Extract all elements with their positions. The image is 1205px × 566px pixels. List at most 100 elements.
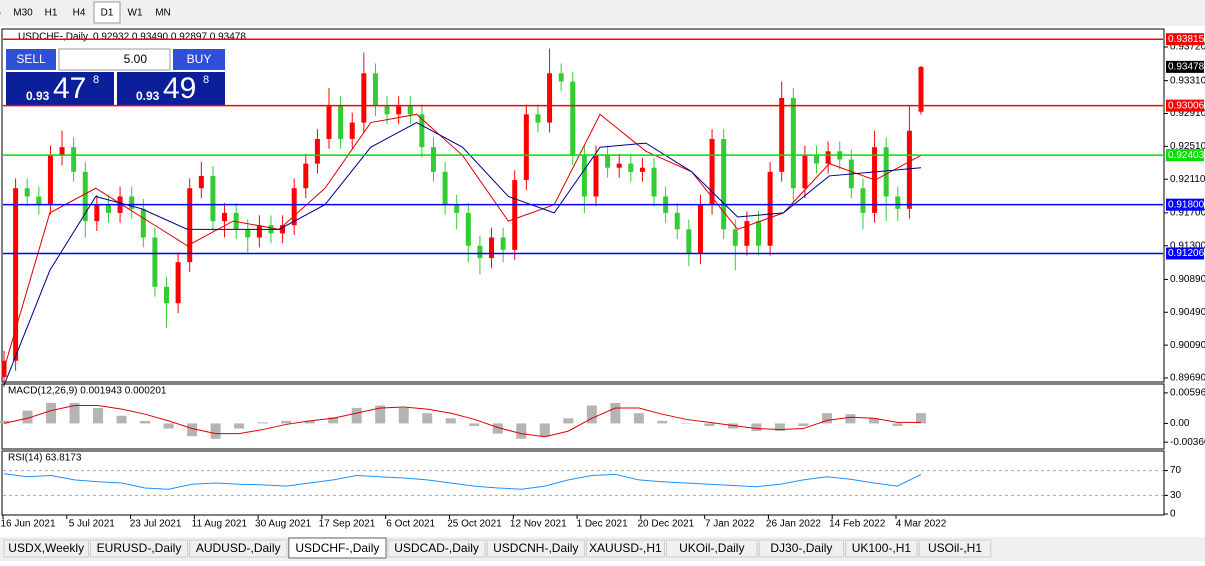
chart-tab[interactable] [288, 537, 387, 559]
level-label-bg [1166, 149, 1204, 162]
chart-tab-label: AUDUSD-,Daily [196, 541, 281, 555]
candle-body [140, 208, 146, 238]
candle-body [639, 167, 645, 172]
candle-body [779, 97, 785, 172]
chart-tab[interactable] [845, 539, 918, 558]
y-tick-label: 0.90490 [1170, 307, 1205, 318]
candle-body [59, 147, 65, 156]
candle-body [860, 188, 866, 213]
chart-tab[interactable] [89, 539, 189, 558]
macd-bar [563, 418, 574, 424]
candle-body [547, 73, 553, 123]
level-label: 0.93815 [1168, 34, 1205, 45]
macd-bar [727, 423, 738, 429]
chart-tab[interactable] [3, 539, 89, 558]
symbol: USDCHF-,Daily [18, 32, 88, 43]
candle-body [721, 138, 727, 230]
candle-body [407, 106, 413, 115]
candle-body [24, 188, 30, 197]
macd-bar [539, 423, 550, 437]
candle-body [338, 106, 344, 139]
macd-bar [328, 417, 339, 424]
candle-body [36, 196, 42, 205]
timeframe-button[interactable] [10, 2, 36, 23]
candle-body [454, 204, 460, 213]
macd-bar [586, 405, 597, 424]
candle-body [256, 225, 262, 238]
macd-bar [210, 423, 221, 439]
timeframe-button[interactable] [38, 2, 64, 23]
y-tick-label: 70 [1170, 465, 1182, 476]
timeframe-button[interactable] [0, 2, 8, 23]
chart-tab-label: USDCHF-,Daily [295, 541, 379, 555]
rsi-line [3, 473, 922, 490]
sell-button[interactable] [6, 49, 56, 70]
buy-label: BUY [187, 52, 212, 66]
candle-body [500, 237, 506, 250]
buy-point: 8 [203, 74, 209, 86]
timeframe-button[interactable] [93, 1, 121, 24]
y-tick-label: 0.93720 [1170, 42, 1205, 53]
candle-body [767, 171, 773, 246]
x-tick-label: 16 Jun 2021 [0, 519, 55, 530]
macd-bar [163, 423, 174, 429]
y-tick-label: 0.90090 [1170, 340, 1205, 351]
level-label: 0.91206 [1168, 248, 1205, 259]
chart-tab-label: UK100-,H1 [852, 541, 912, 555]
macd-panel [1, 383, 1165, 450]
x-tick-label: 11 Aug 2021 [192, 519, 248, 530]
macd-bar [916, 413, 926, 424]
chart-tab[interactable] [387, 539, 486, 558]
macd-bar [492, 423, 503, 434]
timeframe-button[interactable] [122, 2, 148, 23]
candle-body [175, 262, 181, 304]
buy-button[interactable] [173, 49, 225, 70]
chart-tab[interactable] [486, 539, 585, 558]
chart-tab[interactable] [665, 539, 758, 558]
candle-body [790, 97, 796, 189]
timeframe-button[interactable] [66, 2, 92, 23]
macd-bar [821, 413, 832, 424]
candle-body [361, 73, 367, 123]
candle-body [581, 155, 587, 197]
macd-bar [257, 422, 268, 424]
macd-bar [868, 418, 879, 424]
lot-field[interactable] [58, 48, 171, 71]
candle-body [605, 155, 611, 168]
candle-body [198, 175, 204, 189]
macd-bar [516, 423, 527, 439]
candle-body [802, 155, 808, 189]
chart-tab[interactable] [189, 539, 288, 558]
candle-body [233, 212, 239, 230]
candle-body [105, 204, 111, 213]
y-tick-label: 0.92510 [1170, 141, 1205, 152]
x-tick-label: 6 Oct 2021 [386, 519, 435, 530]
macd-bar [657, 420, 668, 424]
candle-body [616, 163, 622, 168]
chart-tab[interactable] [585, 539, 665, 558]
y-tick-label: 0.90890 [1170, 274, 1205, 285]
timeframe-label: H1 [45, 8, 58, 19]
level-label: 0.93006 [1168, 100, 1205, 111]
candle-body [674, 212, 680, 230]
sell-point: 8 [93, 74, 99, 86]
candle-body [558, 73, 564, 82]
macd-bar [116, 415, 127, 424]
timeframe-button[interactable] [150, 2, 176, 23]
macd-bar [398, 408, 409, 424]
macd-bar [0, 420, 9, 424]
macd-bar [422, 413, 433, 424]
x-tick-label: 4 Mar 2022 [896, 519, 947, 530]
candle-body [593, 155, 599, 197]
candle-body [825, 151, 831, 164]
chart-tab[interactable] [918, 539, 992, 558]
macd-bar [69, 402, 80, 424]
level-label: 0.91800 [1168, 199, 1205, 210]
chart-tab[interactable] [758, 539, 845, 558]
buy-price-box[interactable] [117, 72, 225, 105]
macd-bar [798, 423, 809, 426]
x-tick-label: 5 Jul 2021 [69, 519, 116, 530]
sell-price-box[interactable] [6, 72, 114, 105]
candle-body [651, 167, 657, 197]
sell-label: SELL [16, 52, 46, 66]
